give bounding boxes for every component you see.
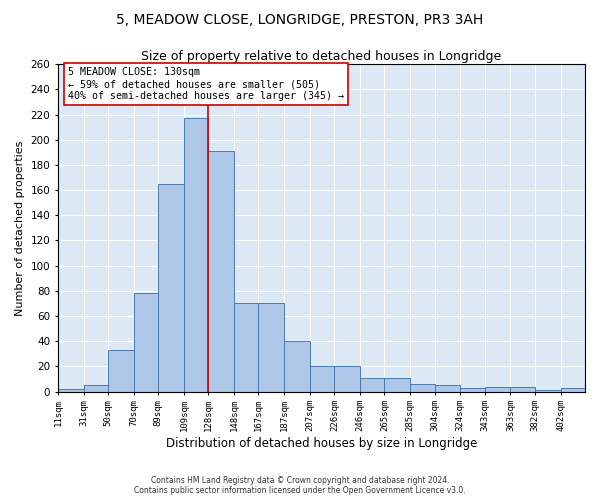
Bar (485, 386, 511, 392)
Bar (385, 378, 410, 392)
Bar (259, 304, 284, 392)
Bar (83, 386, 108, 392)
Bar (511, 386, 535, 392)
Bar (234, 304, 259, 392)
Text: Contains HM Land Registry data © Crown copyright and database right 2024.
Contai: Contains HM Land Registry data © Crown c… (134, 476, 466, 495)
Bar (58, 389, 83, 392)
Bar (284, 341, 310, 392)
Bar (108, 350, 134, 392)
Bar (360, 378, 385, 392)
Bar (310, 366, 334, 392)
Text: 5, MEADOW CLOSE, LONGRIDGE, PRESTON, PR3 3AH: 5, MEADOW CLOSE, LONGRIDGE, PRESTON, PR3… (116, 12, 484, 26)
Bar (410, 384, 434, 392)
Bar (460, 388, 485, 392)
Bar (535, 390, 560, 392)
Bar (434, 386, 460, 392)
Text: 5 MEADOW CLOSE: 130sqm
← 59% of detached houses are smaller (505)
40% of semi-de: 5 MEADOW CLOSE: 130sqm ← 59% of detached… (68, 68, 344, 100)
Bar (560, 388, 585, 392)
Bar (134, 294, 158, 392)
Y-axis label: Number of detached properties: Number of detached properties (15, 140, 25, 316)
Bar (334, 366, 360, 392)
Title: Size of property relative to detached houses in Longridge: Size of property relative to detached ho… (142, 50, 502, 63)
Bar (184, 118, 208, 392)
X-axis label: Distribution of detached houses by size in Longridge: Distribution of detached houses by size … (166, 437, 477, 450)
Bar (208, 151, 234, 392)
Bar (158, 184, 184, 392)
